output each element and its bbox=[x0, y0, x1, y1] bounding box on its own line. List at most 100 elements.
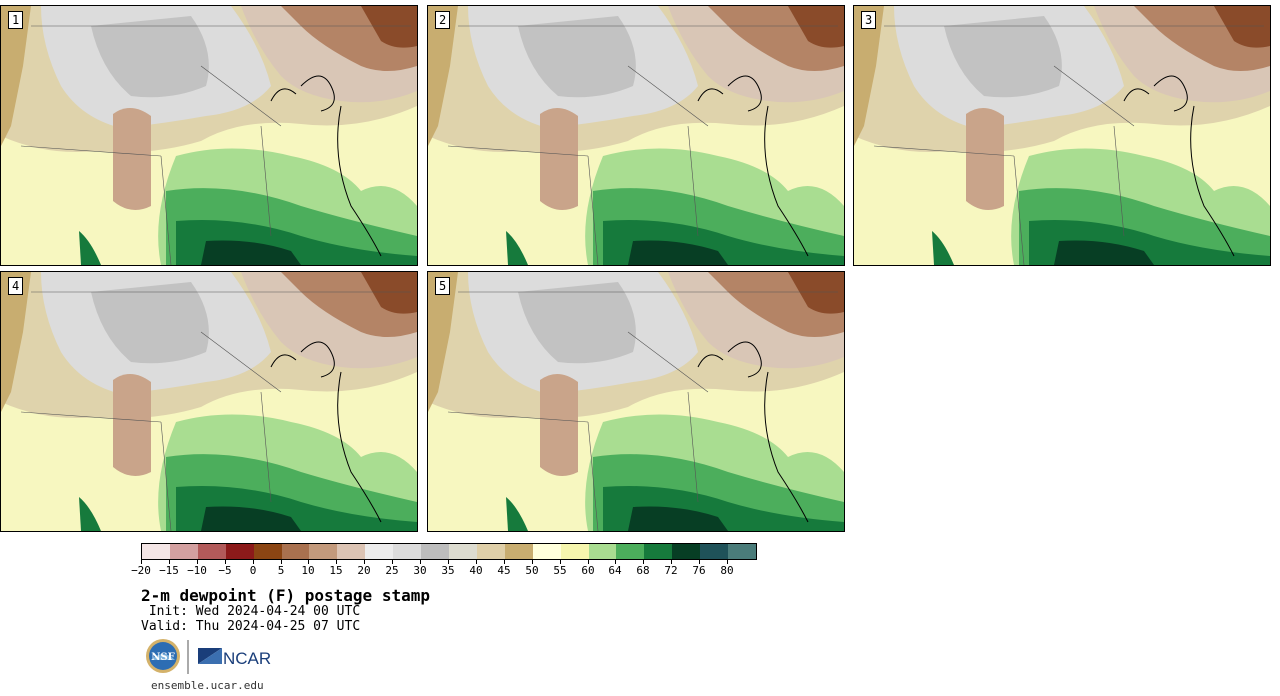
valid-time: Valid: Thu 2024-04-25 07 UTC bbox=[141, 619, 361, 634]
map-panel-5: 5 bbox=[427, 271, 845, 532]
panel-label: 4 bbox=[8, 277, 24, 295]
gulf-field-darkest bbox=[1054, 240, 1154, 265]
colorbar-tick-label: 80 bbox=[720, 564, 734, 577]
colorbar-swatch bbox=[253, 544, 282, 559]
plot-title: 2-m dewpoint (F) postage stamp bbox=[141, 586, 430, 605]
map-field bbox=[854, 6, 1270, 265]
state-boundaries bbox=[873, 25, 1264, 265]
colorbar-swatch bbox=[197, 544, 226, 559]
panel-label: 3 bbox=[861, 11, 877, 29]
pacific-coast-field bbox=[854, 6, 884, 146]
colorbar-tick bbox=[671, 560, 672, 564]
colorbar-swatch bbox=[588, 544, 617, 559]
rockies-field-brown bbox=[966, 107, 1004, 210]
colorbar-tick bbox=[281, 560, 282, 564]
colorbar-tick bbox=[308, 560, 309, 564]
colorbar-swatch bbox=[728, 544, 756, 559]
gulf-field-darkest bbox=[628, 506, 728, 531]
colorbar-tick bbox=[448, 560, 449, 564]
colorbar-tick bbox=[643, 560, 644, 564]
colorbar-tick-label: 20 bbox=[357, 564, 371, 577]
state-boundaries bbox=[20, 291, 411, 531]
great-lakes-outline bbox=[697, 341, 762, 378]
colorbar-swatch bbox=[616, 544, 645, 559]
plains-field-grey bbox=[518, 282, 636, 364]
colorbar-tick-label: 30 bbox=[413, 564, 427, 577]
colorbar-swatch bbox=[672, 544, 701, 559]
colorbar-tick bbox=[420, 560, 421, 564]
state-boundaries bbox=[447, 25, 838, 265]
great-lakes-outline bbox=[270, 75, 335, 112]
colorbar-tick-label: −20 bbox=[131, 564, 151, 577]
nsf-logo-icon: NSF bbox=[146, 639, 180, 673]
colorbar-tick bbox=[727, 560, 728, 564]
colorbar-swatch bbox=[532, 544, 561, 559]
mexico-coast-field bbox=[79, 497, 101, 531]
colorbar-tick bbox=[532, 560, 533, 564]
colorbar-tick-label: 40 bbox=[469, 564, 483, 577]
colorbar-swatch bbox=[225, 544, 254, 559]
colorbar-tick-label: 45 bbox=[497, 564, 511, 577]
map-field bbox=[428, 272, 844, 531]
colorbar-swatch bbox=[169, 544, 198, 559]
colorbar-tick-label: 5 bbox=[277, 564, 285, 577]
panel-label: 2 bbox=[435, 11, 451, 29]
ncar-logo-text: NCAR bbox=[223, 649, 271, 668]
colorbar-tick-label: 10 bbox=[301, 564, 315, 577]
colorbar-tick-label: −10 bbox=[187, 564, 207, 577]
pacific-coast-field bbox=[428, 272, 458, 412]
colorbar-tick-label: −5 bbox=[218, 564, 232, 577]
northeast-field-dark bbox=[361, 272, 417, 314]
plains-field-grey bbox=[91, 282, 209, 364]
colorbar-tick-label: −15 bbox=[159, 564, 179, 577]
gulf-field-darkest bbox=[201, 240, 301, 265]
colorbar-tick-label: 76 bbox=[692, 564, 706, 577]
map-field bbox=[1, 272, 417, 531]
colorbar-tick bbox=[504, 560, 505, 564]
colorbar-swatch bbox=[393, 544, 422, 559]
great-lakes-outline bbox=[1123, 75, 1188, 112]
plains-field-grey bbox=[944, 16, 1062, 98]
map-panel-4: 4 bbox=[0, 271, 418, 532]
rockies-field-brown bbox=[540, 373, 578, 476]
colorbar-tick-label: 64 bbox=[608, 564, 622, 577]
colorbar-tick bbox=[336, 560, 337, 564]
site-url: ensemble.ucar.edu bbox=[151, 679, 264, 692]
colorbar-swatch bbox=[309, 544, 338, 559]
northeast-field-dark bbox=[788, 6, 844, 48]
colorbar-tick bbox=[560, 560, 561, 564]
colorbar-tick-label: 55 bbox=[553, 564, 567, 577]
gulf-field-darkest bbox=[201, 506, 301, 531]
colorbar-swatch bbox=[421, 544, 449, 559]
great-lakes-outline bbox=[270, 341, 335, 378]
colorbar-swatch bbox=[448, 544, 477, 559]
pacific-coast-field bbox=[1, 272, 31, 412]
mexico-coast-field bbox=[506, 231, 528, 265]
colorbar bbox=[141, 543, 757, 560]
northeast-field-dark bbox=[1214, 6, 1270, 48]
colorbar-tick-label: 60 bbox=[581, 564, 595, 577]
great-lakes-outline bbox=[697, 75, 762, 112]
east-coast-outline bbox=[337, 371, 382, 523]
colorbar-swatch bbox=[644, 544, 673, 559]
colorbar-tick bbox=[141, 560, 142, 564]
colorbar-tick bbox=[615, 560, 616, 564]
colorbar-tick bbox=[392, 560, 393, 564]
panel-label: 5 bbox=[435, 277, 451, 295]
rockies-field-brown bbox=[113, 373, 151, 476]
colorbar-swatch bbox=[504, 544, 533, 559]
colorbar-tick bbox=[197, 560, 198, 564]
east-coast-outline bbox=[1190, 105, 1235, 257]
colorbar-tick-label: 68 bbox=[636, 564, 650, 577]
colorbar-tick-label: 0 bbox=[249, 564, 257, 577]
colorbar-tick-label: 15 bbox=[329, 564, 343, 577]
plains-field-grey bbox=[518, 16, 636, 98]
colorbar-swatch bbox=[700, 544, 729, 559]
ncar-logo-icon: NCAR bbox=[198, 648, 271, 668]
colorbar-swatch bbox=[337, 544, 366, 559]
rockies-field-brown bbox=[540, 107, 578, 210]
northeast-field-dark bbox=[788, 272, 844, 314]
colorbar-tick bbox=[476, 560, 477, 564]
pacific-coast-field bbox=[428, 6, 458, 146]
colorbar-tick bbox=[588, 560, 589, 564]
